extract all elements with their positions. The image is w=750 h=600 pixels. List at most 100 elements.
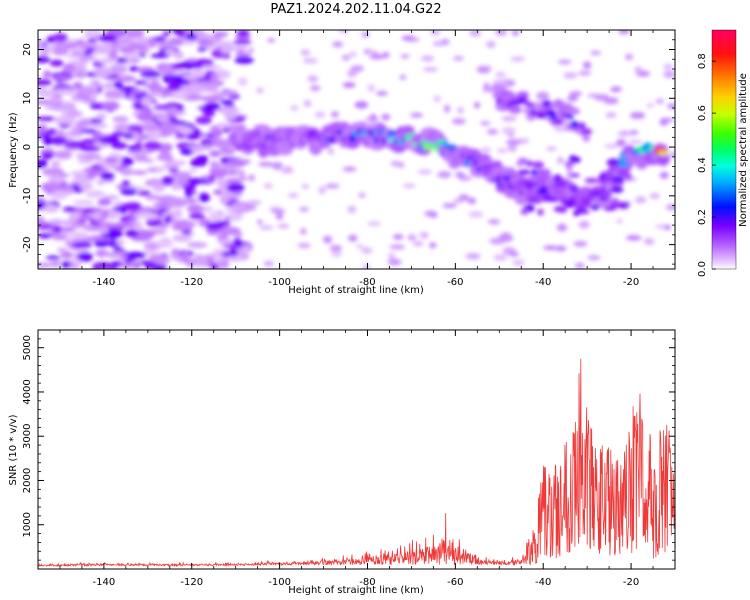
heatmap-cell (417, 169, 432, 175)
heatmap-cell (193, 257, 209, 267)
heatmap-cell (172, 75, 185, 83)
heatmap-cell (210, 263, 219, 269)
heatmap-cell (625, 172, 632, 181)
heatmap-cell (104, 166, 116, 171)
heatmap-cell (568, 195, 577, 202)
heatmap-cell (209, 150, 221, 158)
heatmap-cell (90, 164, 103, 169)
heatmap-cell (49, 260, 62, 268)
heatmap-cell (553, 174, 562, 182)
heatmap-cell (493, 254, 508, 261)
heatmap-cell (541, 100, 552, 108)
spectrogram-x-tick-label: -100 (268, 277, 291, 288)
heatmap-cell (48, 183, 60, 189)
heatmap-cell (263, 260, 275, 267)
heatmap-cell (92, 66, 114, 77)
heatmap-cell (566, 95, 579, 102)
heatmap-cell (42, 135, 54, 146)
heatmap-cell (221, 164, 235, 170)
snr-y-tick-label: 3000 (22, 423, 33, 448)
heatmap-cell (430, 30, 441, 35)
heatmap-cell (387, 252, 396, 260)
heatmap-cell (492, 79, 508, 86)
heatmap-cell (531, 169, 538, 176)
heatmap-cell (535, 177, 548, 182)
heatmap-cell (520, 208, 529, 215)
heatmap-cell (61, 261, 71, 269)
heatmap-cell (77, 86, 97, 96)
heatmap-cell (649, 192, 660, 200)
heatmap-cell (68, 213, 78, 222)
heatmap-cell (185, 221, 198, 227)
heatmap-cell (453, 55, 464, 61)
heatmap-cell (643, 238, 655, 245)
heatmap-cell (227, 211, 243, 222)
heatmap-cell (234, 240, 244, 249)
heatmap-cell (156, 41, 178, 48)
heatmap-cell (128, 65, 139, 72)
heatmap-cell (465, 252, 481, 260)
heatmap-cell (573, 240, 588, 247)
heatmap-cell (119, 262, 135, 269)
heatmap-cell (49, 59, 64, 67)
heatmap-cell (389, 244, 406, 250)
heatmap-cell (60, 101, 76, 111)
heatmap-cell (568, 107, 580, 115)
heatmap-cell (625, 235, 642, 241)
heatmap-cell (536, 91, 550, 101)
heatmap-cell (300, 228, 307, 235)
heatmap-cell (564, 161, 575, 166)
heatmap-cell (101, 209, 111, 219)
heatmap-cell (664, 224, 671, 230)
heatmap-cell (330, 111, 339, 118)
heatmap-cell (86, 47, 97, 52)
heatmap-cell (218, 71, 230, 79)
heatmap-cell (558, 59, 572, 65)
heatmap-cell (116, 75, 136, 83)
heatmap-cell (172, 30, 182, 35)
heatmap-cell (51, 190, 68, 200)
colorbar-ticks: 0.0 0.2 0.4 0.6 0.8 (697, 53, 716, 277)
heatmap-cell (231, 205, 249, 211)
heatmap-cell (670, 151, 675, 158)
heatmap-cell (419, 231, 429, 239)
heatmap-cell (90, 123, 109, 128)
heatmap-cell (629, 130, 639, 135)
heatmap-cell (154, 104, 170, 110)
heatmap-cell (191, 60, 205, 69)
heatmap-cell (271, 209, 286, 214)
heatmap-cell (347, 205, 357, 214)
spectrogram-frame (37, 29, 676, 270)
heatmap-cell (70, 170, 89, 177)
heatmap-cell (376, 90, 388, 96)
heatmap-cell (527, 102, 535, 108)
heatmap-cell (567, 114, 574, 120)
heatmap-cell (160, 65, 174, 76)
heatmap-cell (358, 192, 366, 198)
heatmap-cell (165, 106, 179, 116)
heatmap-cell (486, 40, 496, 49)
heatmap-cell (191, 69, 206, 79)
heatmap-cell (342, 82, 356, 88)
colorbar-tick-label: 0.2 (697, 209, 708, 225)
heatmap-cell (162, 31, 171, 37)
heatmap-cell (184, 189, 193, 199)
heatmap-cell (104, 157, 118, 164)
spectrogram-y-tick-label: 20 (22, 43, 33, 56)
heatmap-cell (164, 48, 176, 56)
heatmap-cell (134, 212, 155, 219)
heatmap-cell (382, 51, 390, 59)
heatmap-cell (247, 46, 254, 55)
heatmap-cell (617, 130, 631, 137)
heatmap-cell (605, 112, 617, 118)
heatmap-cell (221, 45, 233, 54)
figure-title: PAZ1.2024.202.11.04.G22 (270, 2, 442, 17)
heatmap-cell (557, 156, 564, 164)
heatmap-cell (441, 38, 450, 46)
heatmap-cell (329, 244, 343, 252)
heatmap-cell (518, 96, 528, 102)
heatmap-cell (249, 205, 257, 211)
heatmap-cell (458, 194, 469, 202)
heatmap-cell (580, 128, 593, 136)
